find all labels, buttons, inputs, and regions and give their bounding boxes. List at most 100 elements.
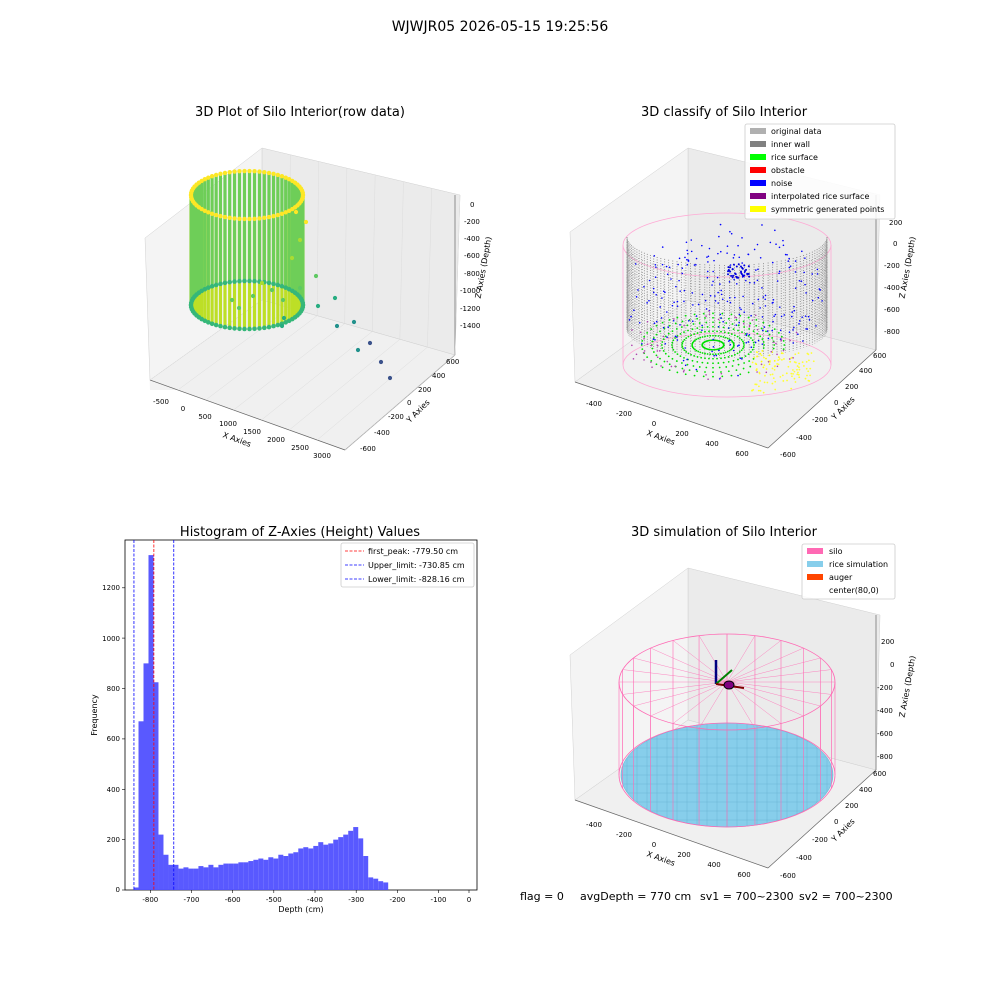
classify-surface-point — [671, 346, 674, 349]
raw-ztick: 0 — [470, 201, 474, 209]
classify-symmetric-point — [763, 364, 766, 366]
classify-interpolated-point — [632, 358, 635, 360]
classify-noise-point — [726, 300, 729, 303]
classify-noise-point — [652, 338, 655, 340]
hist-xlabel: Depth (cm) — [278, 905, 323, 914]
classify-surface-point — [650, 359, 653, 362]
classify-noise-point — [672, 319, 675, 322]
classify-surface-point — [641, 348, 644, 351]
raw-point — [300, 300, 306, 306]
classify-surface-point — [763, 344, 766, 346]
sim-silo-spoke — [726, 681, 821, 707]
classify-noise-point — [818, 288, 821, 290]
classify-z-ticks: 200 0 -200 -400 -600 -800 — [884, 219, 902, 336]
hist-ytick: 800 — [107, 685, 120, 693]
classify-surface-point — [740, 338, 743, 341]
raw-title: 3D Plot of Silo Interior(row data) — [195, 105, 405, 120]
raw-point — [218, 281, 223, 287]
classify-interpolated-point — [767, 360, 770, 363]
classify-surface-point — [713, 348, 716, 351]
classify-noise-point — [747, 341, 750, 343]
classify-noise-point — [756, 243, 759, 246]
classify-symmetric-point — [777, 363, 780, 366]
hist-bar — [368, 877, 374, 890]
raw-point — [227, 215, 232, 221]
raw-point — [283, 175, 288, 180]
classify-surface-point — [640, 344, 643, 346]
classify-interpolated-point — [788, 358, 791, 360]
classify-symmetric-point — [792, 373, 794, 375]
raw-point — [218, 213, 223, 219]
classify-symmetric-point — [782, 380, 785, 382]
hist-bar — [333, 839, 339, 890]
classify-surface-point — [641, 339, 644, 342]
classify-noise-point — [683, 289, 686, 292]
classify-symmetric-point — [803, 365, 805, 367]
sim-ytick: -400 — [796, 854, 812, 862]
raw-outlier-point — [387, 375, 393, 381]
classify-interpolated-point — [643, 337, 645, 340]
classify-surface-point — [709, 353, 712, 356]
classify-interpolated-point — [656, 356, 659, 359]
legend-swatch-symmetric — [750, 206, 766, 212]
classify-symmetric-point — [764, 374, 766, 377]
classify-noise-point — [761, 224, 763, 226]
classify-interpolated-point — [751, 319, 754, 321]
classify-noise-point — [712, 270, 714, 273]
classify-surface-point — [655, 324, 658, 327]
classify-surface-point — [706, 335, 709, 337]
classify-noise-point — [653, 322, 656, 324]
classify-surface-point — [772, 347, 775, 350]
raw-outlier-point — [378, 359, 384, 365]
classify-interpolated-point — [651, 366, 653, 368]
classify-noise-point — [721, 298, 724, 301]
classify-surface-point — [662, 349, 665, 352]
classify-noise-point — [675, 285, 677, 288]
classify-noise-point — [634, 263, 637, 265]
classify-surface-point — [762, 347, 765, 349]
classify-noise-point — [712, 338, 714, 341]
classify-noise-point — [719, 250, 722, 253]
classify-surface-point — [643, 335, 646, 338]
classify-legend-label: interpolated rice surface — [771, 192, 869, 201]
classify-noise-point — [783, 314, 786, 316]
raw-point — [227, 325, 232, 331]
raw-outlier-point — [293, 209, 299, 215]
classify-surface-point — [712, 316, 714, 319]
classify-noise-point — [671, 304, 674, 307]
raw-point — [252, 216, 257, 221]
classify-noise-point — [718, 349, 720, 352]
panel-raw-data: 3D Plot of Silo Interior(row data) -500 … — [144, 105, 493, 460]
sim-xtick: 0 — [652, 841, 656, 849]
classify-noise-point — [661, 263, 664, 266]
hist-bar — [148, 555, 154, 890]
classify-surface-point — [668, 324, 671, 327]
classify-surface-point — [674, 337, 676, 339]
classify-symmetric-point — [771, 373, 774, 376]
classify-noise-point — [679, 323, 681, 326]
classify-noise-point — [821, 300, 823, 302]
classify-surface-point — [694, 339, 696, 342]
classify-noise-point — [712, 280, 714, 283]
classify-surface-point — [722, 326, 725, 329]
raw-point — [213, 322, 219, 328]
classify-noise-point — [678, 257, 681, 260]
classify-surface-point — [695, 349, 698, 352]
hist-bar — [313, 845, 319, 890]
raw-ztick: -1000 — [460, 287, 480, 295]
classify-symmetric-point — [759, 379, 762, 382]
classify-surface-point — [760, 327, 763, 330]
sim-axis-y-arrow — [715, 669, 733, 685]
classify-ytick: 200 — [845, 383, 858, 391]
classify-interpolated-point — [631, 344, 633, 347]
classify-noise-point — [794, 287, 797, 290]
classify-noise-point — [738, 313, 741, 316]
sim-silo-spoke — [672, 640, 728, 683]
sim-scene — [618, 633, 836, 828]
classify-surface-point — [655, 354, 658, 357]
raw-point — [283, 285, 288, 290]
classify-noise-point — [739, 357, 742, 360]
classify-surface-point — [737, 358, 739, 361]
sim-ytick: 400 — [859, 786, 872, 794]
raw-outlier-point — [303, 219, 309, 225]
